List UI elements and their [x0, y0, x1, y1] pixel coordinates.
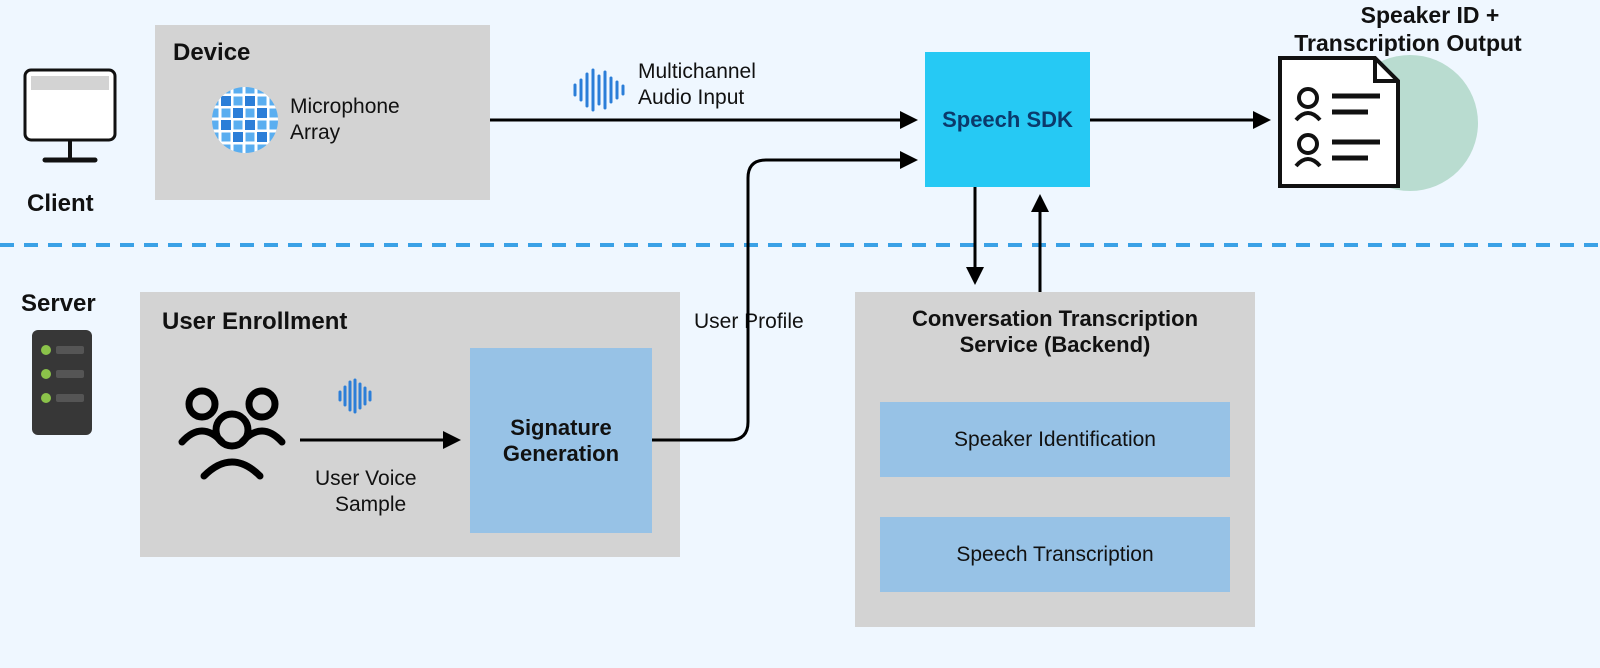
sig-gen-label-2: Generation	[503, 441, 619, 467]
speech-transcription-service: Speech Transcription	[880, 517, 1230, 592]
voice-sample-label-2: Sample	[335, 493, 406, 517]
backend-title-1: Conversation Transcription	[855, 306, 1255, 332]
output-title-1: Speaker ID +	[1290, 2, 1570, 29]
user-enrollment-title: User Enrollment	[162, 308, 347, 336]
device-box: Device	[155, 25, 490, 200]
client-label: Client	[27, 190, 94, 218]
diagram-stage: Client Server Device	[0, 0, 1600, 668]
speaker-id-service: Speaker Identification	[880, 402, 1230, 477]
speech-sdk-label: Speech SDK	[942, 107, 1073, 133]
people-icon	[172, 380, 292, 480]
device-title: Device	[173, 39, 250, 67]
sig-gen-label-1: Signature	[510, 415, 611, 441]
mic-array-label-2: Array	[290, 121, 340, 145]
server-label: Server	[21, 290, 96, 318]
mic-array-icon	[210, 85, 280, 155]
audio-label-2: Audio Input	[638, 86, 744, 110]
user-profile-label: User Profile	[694, 310, 804, 334]
backend-box: Conversation Transcription Service (Back…	[855, 292, 1255, 627]
backend-title-2: Service (Backend)	[855, 332, 1255, 358]
signature-generation-box: Signature Generation	[470, 348, 652, 533]
voice-sample-label-1: User Voice	[315, 467, 417, 491]
speech-sdk-box: Speech SDK	[925, 52, 1090, 187]
mic-array-label-1: Microphone	[290, 95, 400, 119]
output-title-2: Transcription Output	[1248, 30, 1568, 57]
audio-label-1: Multichannel	[638, 60, 756, 84]
